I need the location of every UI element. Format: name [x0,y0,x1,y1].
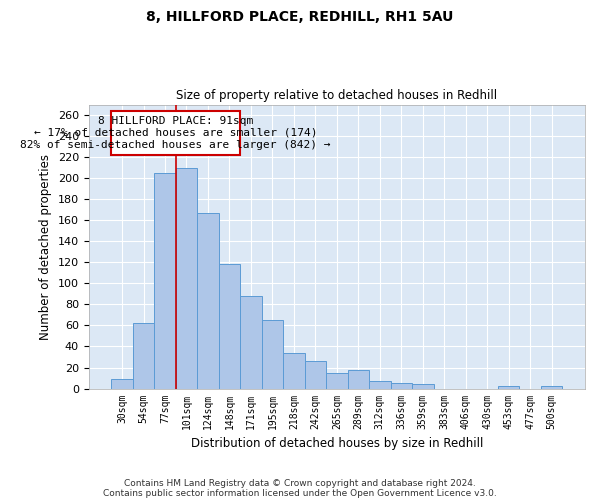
Bar [111,379,133,388]
Text: 8 HILLFORD PLACE: 91sqm: 8 HILLFORD PLACE: 91sqm [98,116,253,126]
Text: 82% of semi-detached houses are larger (842) →: 82% of semi-detached houses are larger (… [20,140,331,150]
Bar [176,168,197,388]
Title: Size of property relative to detached houses in Redhill: Size of property relative to detached ho… [176,89,497,102]
Bar [412,384,434,388]
Bar [347,370,369,388]
Text: 8, HILLFORD PLACE, REDHILL, RH1 5AU: 8, HILLFORD PLACE, REDHILL, RH1 5AU [146,10,454,24]
Text: ← 17% of detached houses are smaller (174): ← 17% of detached houses are smaller (17… [34,128,317,138]
Bar [369,381,391,388]
Bar [283,353,305,388]
X-axis label: Distribution of detached houses by size in Redhill: Distribution of detached houses by size … [191,437,483,450]
Bar [498,386,520,388]
Text: Contains public sector information licensed under the Open Government Licence v3: Contains public sector information licen… [103,488,497,498]
Y-axis label: Number of detached properties: Number of detached properties [39,154,52,340]
Bar [133,324,154,388]
Bar [240,296,262,388]
Bar [326,373,347,388]
Bar [154,173,176,388]
Bar [305,361,326,388]
Bar [262,320,283,388]
FancyBboxPatch shape [111,111,240,155]
Bar [197,213,219,388]
Text: Contains HM Land Registry data © Crown copyright and database right 2024.: Contains HM Land Registry data © Crown c… [124,478,476,488]
Bar [541,386,562,388]
Bar [391,384,412,388]
Bar [219,264,240,388]
